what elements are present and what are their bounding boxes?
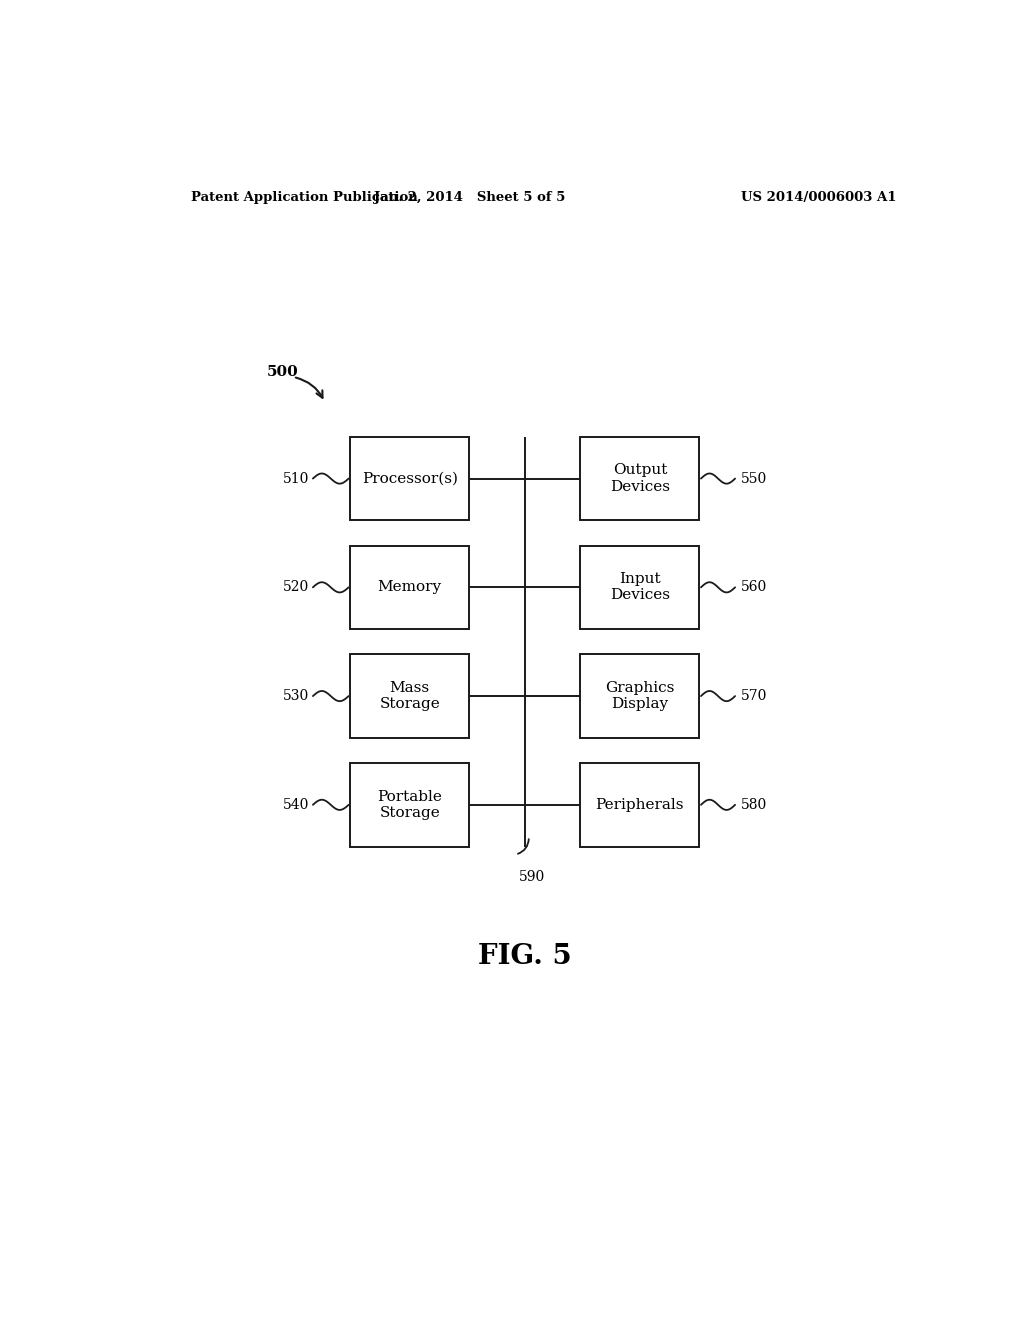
Text: Processor(s): Processor(s) — [361, 471, 458, 486]
Text: Memory: Memory — [378, 581, 441, 594]
FancyBboxPatch shape — [350, 545, 469, 630]
Text: 580: 580 — [740, 797, 767, 812]
Text: Graphics
Display: Graphics Display — [605, 681, 675, 711]
Text: US 2014/0006003 A1: US 2014/0006003 A1 — [740, 190, 896, 203]
Text: Jan. 2, 2014   Sheet 5 of 5: Jan. 2, 2014 Sheet 5 of 5 — [374, 190, 565, 203]
Text: Peripherals: Peripherals — [596, 797, 684, 812]
FancyBboxPatch shape — [581, 655, 699, 738]
FancyBboxPatch shape — [350, 763, 469, 846]
Text: Patent Application Publication: Patent Application Publication — [191, 190, 418, 203]
Text: 510: 510 — [283, 471, 309, 486]
Text: 590: 590 — [519, 870, 546, 884]
Text: Input
Devices: Input Devices — [610, 573, 670, 602]
Text: 560: 560 — [740, 581, 767, 594]
Text: Output
Devices: Output Devices — [610, 463, 670, 494]
Text: 520: 520 — [283, 581, 309, 594]
Text: FIG. 5: FIG. 5 — [478, 942, 571, 970]
Text: Mass
Storage: Mass Storage — [379, 681, 440, 711]
FancyBboxPatch shape — [350, 655, 469, 738]
Text: Portable
Storage: Portable Storage — [377, 789, 442, 820]
FancyBboxPatch shape — [581, 545, 699, 630]
Text: 500: 500 — [267, 364, 299, 379]
FancyBboxPatch shape — [581, 437, 699, 520]
Text: 530: 530 — [283, 689, 309, 704]
Text: 570: 570 — [740, 689, 767, 704]
FancyBboxPatch shape — [581, 763, 699, 846]
FancyBboxPatch shape — [350, 437, 469, 520]
Text: 550: 550 — [740, 471, 767, 486]
Text: 540: 540 — [283, 797, 309, 812]
